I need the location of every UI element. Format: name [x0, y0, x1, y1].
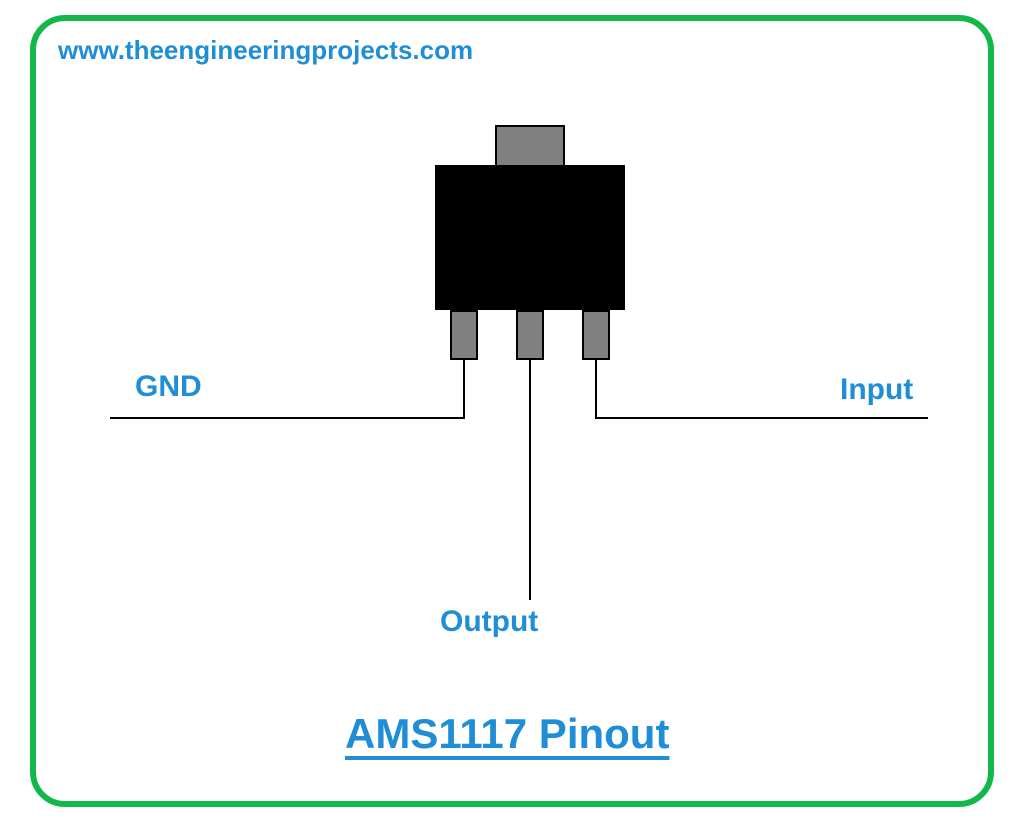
ic-tab — [495, 125, 565, 170]
ic-pin-1 — [450, 310, 478, 360]
ic-pin-3 — [582, 310, 610, 360]
label-input: Input — [840, 373, 913, 407]
ic-body — [435, 165, 625, 310]
watermark-text: www.theengineeringprojects.com — [58, 35, 473, 66]
label-output: Output — [440, 605, 538, 639]
ic-pin-2 — [516, 310, 544, 360]
diagram-title: AMS1117 Pinout — [345, 710, 669, 758]
label-gnd: GND — [135, 370, 202, 404]
